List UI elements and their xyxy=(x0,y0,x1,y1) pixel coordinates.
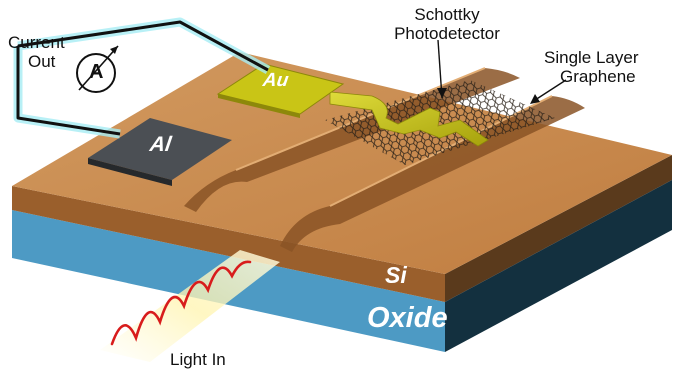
ammeter-symbol: A xyxy=(89,61,104,83)
graphene-line1: Single Layer xyxy=(544,48,639,67)
aluminum-contact-pad xyxy=(88,118,232,180)
light-wave-icon xyxy=(110,260,252,346)
circuit-wire xyxy=(16,20,269,136)
schottky-line2: Photodetector xyxy=(394,24,500,43)
graphene-label: Single Layer Graphene xyxy=(544,48,674,86)
waveguide-trench-right xyxy=(280,96,585,252)
oxide-layer-label: Oxide xyxy=(367,302,448,334)
current-out-line1: Current xyxy=(8,33,65,52)
silicon-top-surface xyxy=(12,52,672,274)
silicon-layer-front xyxy=(12,186,445,302)
light-beam-glow xyxy=(100,250,280,362)
gold-pad-label: Au xyxy=(261,70,290,91)
aluminum-pad-label: Al xyxy=(148,133,173,156)
silicon-layer-side xyxy=(445,155,672,302)
current-out-line2: Out xyxy=(28,52,56,71)
light-in-label: Light In xyxy=(170,350,226,369)
schottky-label: Schottky Photodetector xyxy=(378,5,516,43)
schottky-line1: Schottky xyxy=(414,5,480,24)
oxide-layer-side xyxy=(445,180,672,352)
graphene-sheet xyxy=(325,80,555,165)
current-out-label: Current Out xyxy=(8,33,65,71)
silicon-layer-label: Si xyxy=(385,262,407,288)
gold-electrode-strip xyxy=(329,91,489,147)
ammeter-icon xyxy=(76,45,119,93)
graphene-line2: Graphene xyxy=(560,67,636,86)
